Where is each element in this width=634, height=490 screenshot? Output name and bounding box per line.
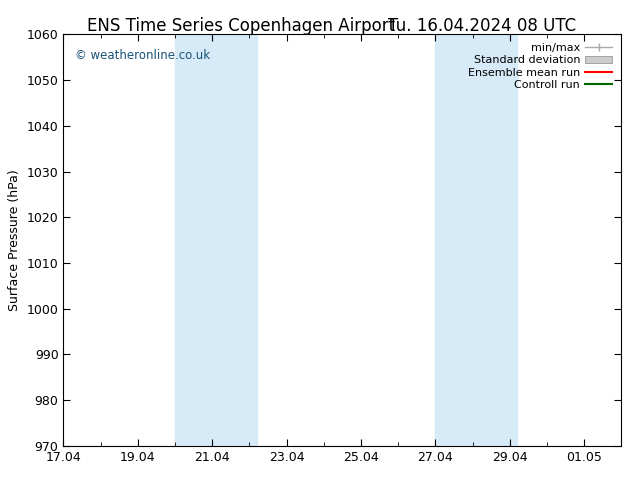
Text: ENS Time Series Copenhagen Airport: ENS Time Series Copenhagen Airport: [87, 17, 395, 35]
Y-axis label: Surface Pressure (hPa): Surface Pressure (hPa): [8, 169, 21, 311]
Bar: [175, 34, 257, 446]
Text: © weatheronline.co.uk: © weatheronline.co.uk: [75, 49, 210, 62]
Text: Tu. 16.04.2024 08 UTC: Tu. 16.04.2024 08 UTC: [388, 17, 576, 35]
Legend: min/max, Standard deviation, Ensemble mean run, Controll run: min/max, Standard deviation, Ensemble me…: [465, 40, 616, 93]
Bar: [436, 34, 517, 446]
